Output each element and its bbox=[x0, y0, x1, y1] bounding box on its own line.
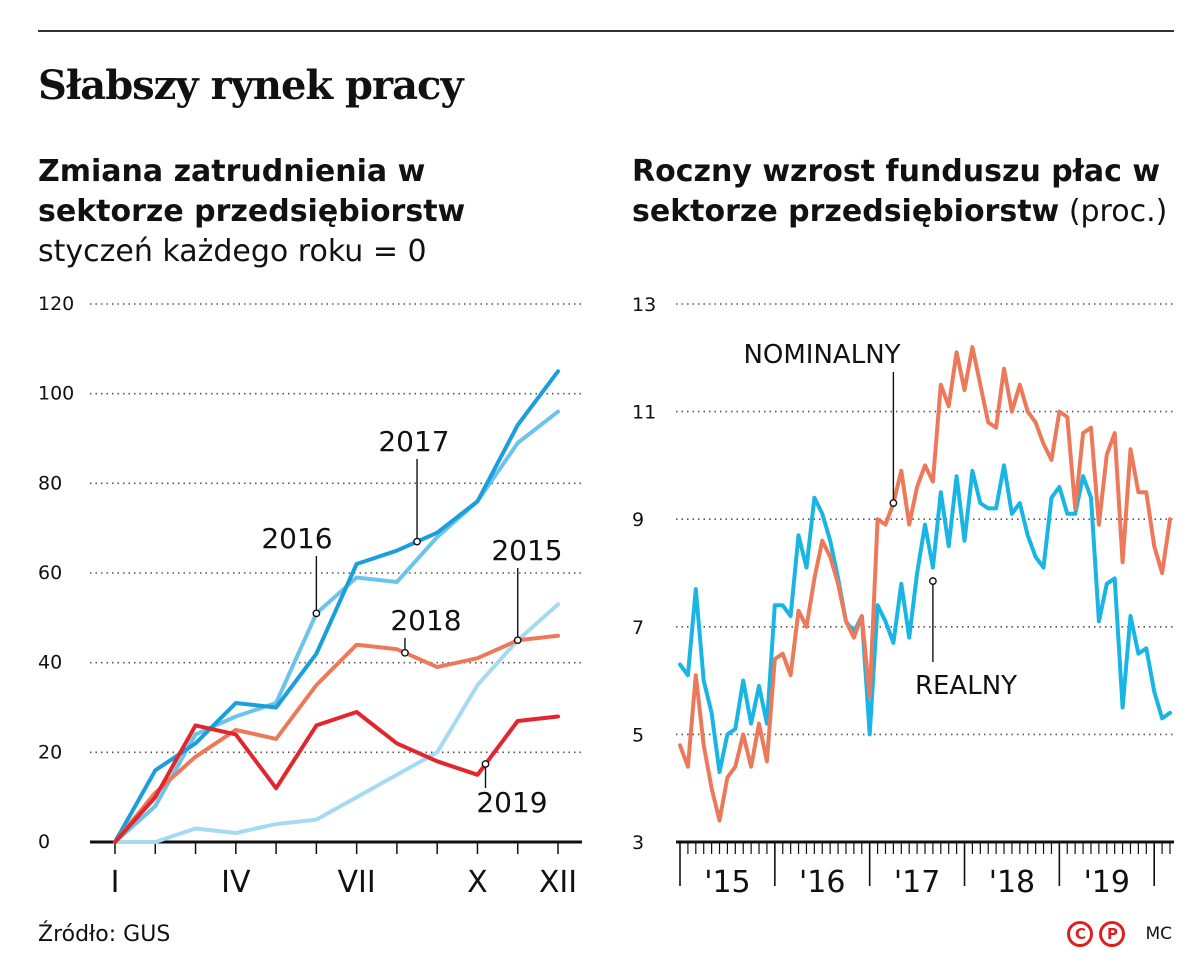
right-chart-title: Roczny wzrost funduszu płac w sektorze p… bbox=[632, 152, 1172, 232]
y-tick-label: 20 bbox=[38, 741, 62, 763]
y-tick-label: 7 bbox=[632, 617, 644, 639]
series-label-2017: 2017 bbox=[378, 425, 449, 458]
x-tick-label: XII bbox=[539, 865, 577, 900]
series-line-2017 bbox=[113, 369, 560, 844]
y-tick-label: 120 bbox=[38, 293, 74, 315]
copyright-c-logo: C bbox=[1067, 921, 1094, 947]
y-tick-label: 5 bbox=[632, 724, 644, 746]
series-line-realny bbox=[678, 463, 1172, 775]
y-tick-label: 3 bbox=[632, 832, 644, 854]
y-tick-label: 13 bbox=[632, 294, 656, 316]
y-tick-label: 100 bbox=[38, 383, 74, 405]
y-tick-label: 80 bbox=[38, 472, 62, 494]
right-chart-title-bold: Roczny wzrost funduszu płac w sektorze p… bbox=[632, 154, 1161, 229]
left-chart-subtitle: styczeń każdego roku = 0 bbox=[38, 234, 427, 269]
left-chart-title: Zmiana zatrudnienia w sektorze przedsięb… bbox=[38, 152, 578, 272]
leader-dot-real bbox=[929, 577, 937, 585]
leader-dot-2018 bbox=[401, 648, 409, 657]
series-line-2015 bbox=[113, 602, 560, 844]
series-line-nominalny bbox=[678, 345, 1172, 823]
leader-dot-2015 bbox=[513, 636, 522, 645]
leader-dot-nominal bbox=[889, 499, 898, 507]
x-tick-label: VII bbox=[338, 865, 376, 900]
series-line-2018 bbox=[113, 633, 560, 844]
top-rule bbox=[38, 30, 1174, 32]
series-line-2019 bbox=[113, 710, 560, 844]
y-tick-label: 60 bbox=[38, 562, 62, 584]
series-label-2019: 2019 bbox=[476, 786, 547, 819]
x-tick-label: I bbox=[111, 865, 120, 900]
source-note: Źródło: GUS bbox=[38, 922, 171, 947]
copyright-p-logo: P bbox=[1099, 921, 1126, 947]
right-chart-unit: (proc.) bbox=[1068, 194, 1168, 229]
leader-dot-2017 bbox=[413, 537, 421, 546]
x-tick-label: '17 bbox=[894, 865, 940, 900]
series-label-real: REALNY bbox=[915, 671, 1017, 701]
left-chart-title-bold: Zmiana zatrudnienia w sektorze przedsięb… bbox=[38, 154, 466, 229]
x-tick-label: '15 bbox=[704, 865, 750, 900]
y-tick-label: 0 bbox=[38, 831, 50, 853]
y-tick-label: 11 bbox=[632, 402, 656, 424]
series-label-nominal: NOMINALNY bbox=[743, 340, 900, 370]
y-tick-label: 9 bbox=[632, 509, 644, 531]
author-initials: MC bbox=[1145, 924, 1172, 944]
leader-dot-2016 bbox=[312, 609, 321, 618]
main-title: Słabszy rynek pracy bbox=[38, 62, 464, 109]
credits: C P MC bbox=[1067, 921, 1172, 947]
series-label-2015: 2015 bbox=[491, 534, 562, 567]
series-label-2016: 2016 bbox=[261, 522, 332, 555]
series-label-2018: 2018 bbox=[390, 604, 461, 637]
y-tick-label: 40 bbox=[38, 652, 62, 674]
leader-dot-2019 bbox=[481, 760, 490, 768]
x-tick-label: '19 bbox=[1084, 865, 1130, 900]
x-tick-label: '16 bbox=[799, 865, 845, 900]
x-tick-label: IV bbox=[221, 865, 251, 900]
x-tick-label: X bbox=[467, 865, 488, 900]
x-tick-label: '18 bbox=[989, 865, 1035, 900]
